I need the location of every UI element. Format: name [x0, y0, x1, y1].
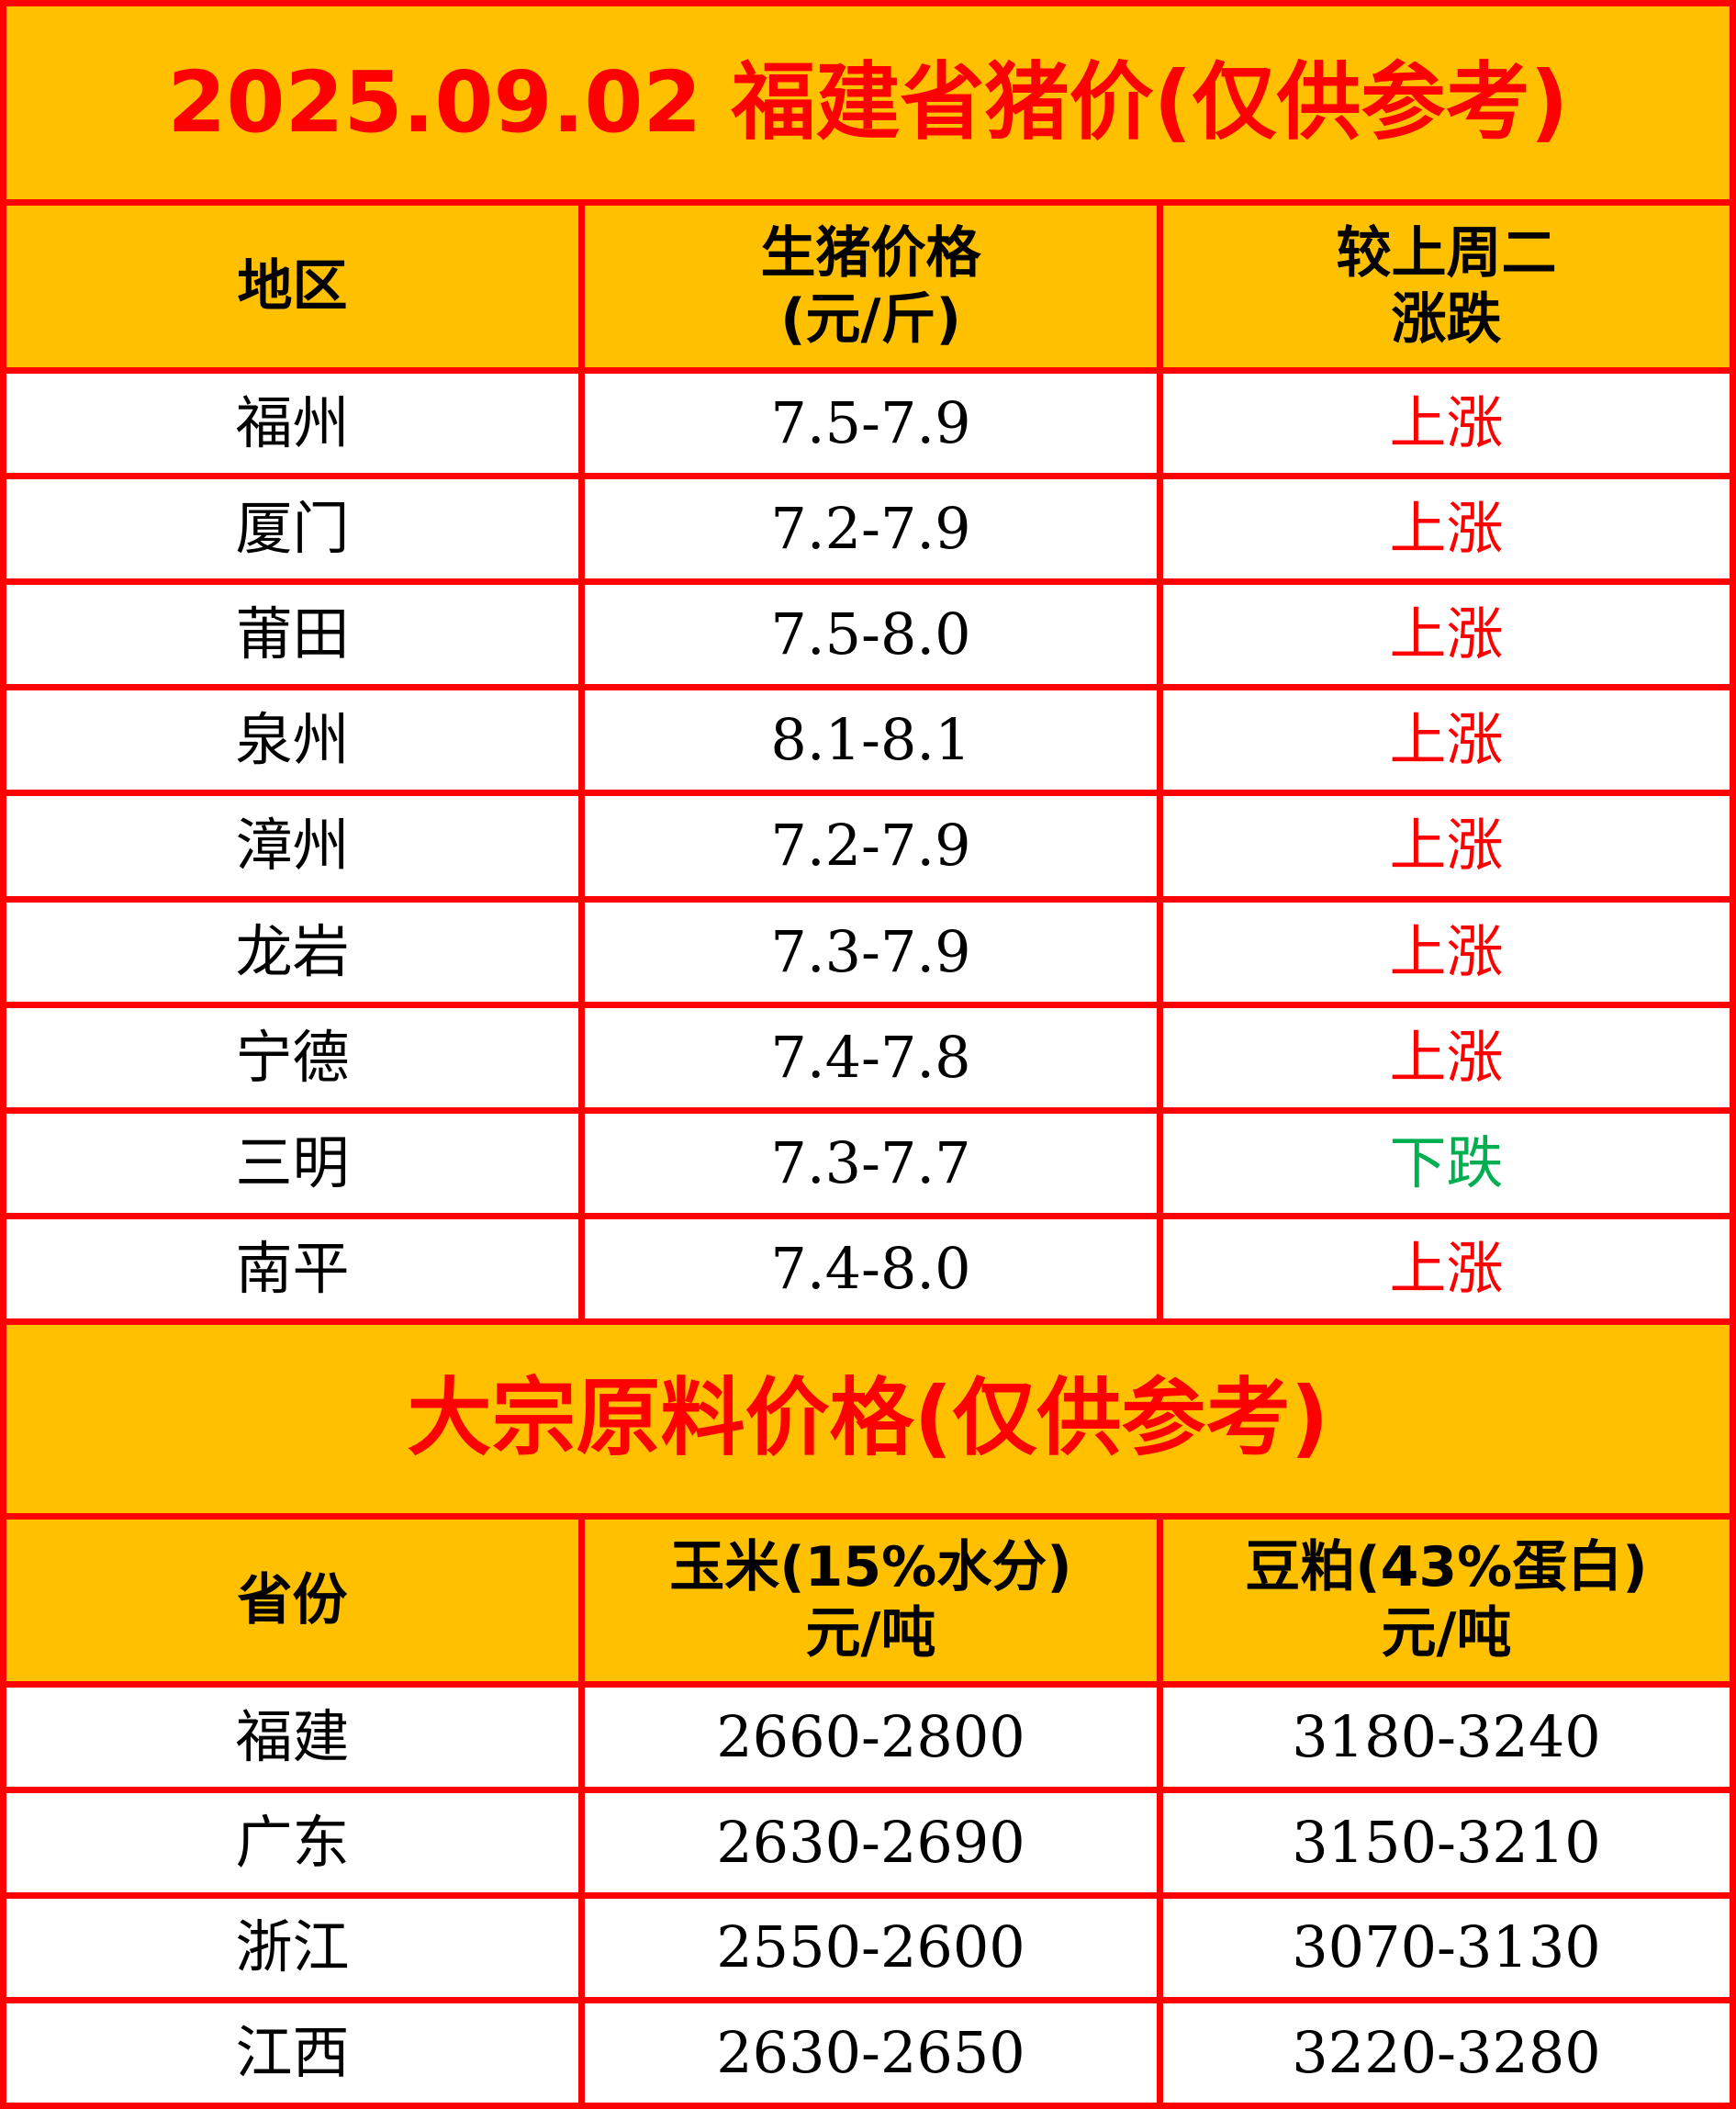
region-name: 宁德	[235, 1023, 350, 1091]
change-cell: 上涨	[1163, 903, 1730, 1002]
corn-price: 2630-2690	[716, 1808, 1025, 1876]
corn-price: 2550-2600	[716, 1913, 1025, 1981]
column-header-label: 玉米(15%水分)	[669, 1535, 1072, 1599]
corn-price-cell: 2630-2650	[585, 2003, 1157, 2103]
region-name: 漳州	[235, 812, 350, 880]
corn-price-cell: 2550-2600	[585, 1899, 1157, 1997]
column-header-unit: 涨跌	[1391, 287, 1502, 352]
change-cell: 上涨	[1163, 374, 1730, 473]
change-cell: 上涨	[1163, 479, 1730, 578]
region-name: 龙岩	[235, 917, 350, 985]
change-cell: 上涨	[1163, 796, 1730, 896]
price-range: 7.3-7.9	[770, 917, 971, 985]
column-header-label: 地区	[237, 254, 348, 319]
region-name: 厦门	[235, 494, 350, 562]
region-name: 莆田	[235, 600, 350, 667]
change-label: 上涨	[1389, 812, 1504, 880]
change-label: 上涨	[1389, 1234, 1504, 1302]
column-header: 省份	[6, 1520, 578, 1681]
price-range: 7.3-7.7	[770, 1128, 971, 1196]
section-title-text: 大宗原料价格(仅供参考)	[407, 1369, 1329, 1468]
province-cell: 浙江	[6, 1899, 578, 1997]
region-cell: 龙岩	[6, 903, 578, 1002]
province-cell: 江西	[6, 2003, 578, 2103]
price-cell: 7.4-7.8	[585, 1008, 1157, 1107]
price-cell: 7.3-7.7	[585, 1114, 1157, 1213]
corn-price: 2630-2650	[716, 2018, 1025, 2086]
province-cell: 广东	[6, 1793, 578, 1892]
change-cell: 上涨	[1163, 1219, 1730, 1318]
column-header-unit: 元/吨	[805, 1601, 936, 1666]
region-name: 三明	[235, 1128, 350, 1196]
price-range: 7.4-8.0	[770, 1234, 971, 1302]
region-cell: 三明	[6, 1114, 578, 1213]
region-cell: 南平	[6, 1219, 578, 1318]
price-range: 7.5-8.0	[770, 600, 971, 667]
soymeal-price-cell: 3070-3130	[1163, 1899, 1730, 1997]
column-header-label: 生猪价格	[760, 221, 981, 286]
price-cell: 7.3-7.9	[585, 903, 1157, 1002]
change-cell: 上涨	[1163, 1008, 1730, 1107]
column-header-label: 省份	[237, 1568, 348, 1632]
page-title-text: 2025.09.02 福建省猪价(仅供参考)	[167, 52, 1569, 151]
change-label: 上涨	[1389, 388, 1504, 456]
change-cell: 上涨	[1163, 585, 1730, 684]
column-header: 玉米(15%水分) 元/吨	[585, 1520, 1157, 1681]
region-cell: 福州	[6, 374, 578, 473]
column-header: 豆粕(43%蛋白) 元/吨	[1163, 1520, 1730, 1681]
province-name: 福建	[235, 1702, 350, 1770]
region-cell: 泉州	[6, 690, 578, 790]
price-cell: 7.5-7.9	[585, 374, 1157, 473]
region-name: 福州	[235, 388, 350, 456]
price-cell: 7.5-8.0	[585, 585, 1157, 684]
soymeal-price-cell: 3220-3280	[1163, 2003, 1730, 2103]
soymeal-price-cell: 3180-3240	[1163, 1688, 1730, 1787]
province-name: 浙江	[235, 1913, 350, 1981]
change-label: 上涨	[1389, 494, 1504, 562]
price-cell: 7.2-7.9	[585, 796, 1157, 896]
column-header: 生猪价格 (元/斤)	[585, 206, 1157, 367]
price-range: 7.2-7.9	[770, 494, 971, 562]
change-label: 上涨	[1389, 705, 1504, 773]
region-cell: 厦门	[6, 479, 578, 578]
column-header-label: 较上周二	[1336, 221, 1557, 286]
change-cell: 上涨	[1163, 690, 1730, 790]
change-cell: 下跌	[1163, 1114, 1730, 1213]
region-cell: 漳州	[6, 796, 578, 896]
price-cell: 8.1-8.1	[585, 690, 1157, 790]
region-cell: 莆田	[6, 585, 578, 684]
province-cell: 福建	[6, 1688, 578, 1787]
price-cell: 7.2-7.9	[585, 479, 1157, 578]
province-name: 江西	[235, 2018, 350, 2086]
column-header-label: 豆粕(43%蛋白)	[1245, 1535, 1648, 1599]
section-title: 大宗原料价格(仅供参考)	[6, 1325, 1730, 1513]
price-cell: 7.4-8.0	[585, 1219, 1157, 1318]
change-label: 下跌	[1389, 1128, 1504, 1196]
change-label: 上涨	[1389, 1023, 1504, 1091]
change-label: 上涨	[1389, 917, 1504, 985]
region-name: 泉州	[235, 705, 350, 773]
region-name: 南平	[235, 1234, 350, 1302]
soymeal-price-cell: 3150-3210	[1163, 1793, 1730, 1892]
price-range: 7.2-7.9	[770, 812, 971, 880]
column-header-unit: (元/斤)	[780, 287, 961, 352]
column-header: 地区	[6, 206, 578, 367]
price-range: 7.5-7.9	[770, 388, 971, 456]
soymeal-price: 3180-3240	[1292, 1702, 1601, 1770]
region-cell: 宁德	[6, 1008, 578, 1107]
price-range: 8.1-8.1	[770, 705, 971, 773]
corn-price-cell: 2630-2690	[585, 1793, 1157, 1892]
price-range: 7.4-7.8	[770, 1023, 971, 1091]
province-name: 广东	[235, 1808, 350, 1876]
page-title: 2025.09.02 福建省猪价(仅供参考)	[6, 6, 1730, 199]
soymeal-price: 3150-3210	[1292, 1808, 1601, 1876]
corn-price-cell: 2660-2800	[585, 1688, 1157, 1787]
column-header-unit: 元/吨	[1381, 1601, 1512, 1666]
column-header: 较上周二 涨跌	[1163, 206, 1730, 367]
change-label: 上涨	[1389, 600, 1504, 667]
soymeal-price: 3070-3130	[1292, 1913, 1601, 1981]
soymeal-price: 3220-3280	[1292, 2018, 1601, 2086]
corn-price: 2660-2800	[716, 1702, 1025, 1770]
